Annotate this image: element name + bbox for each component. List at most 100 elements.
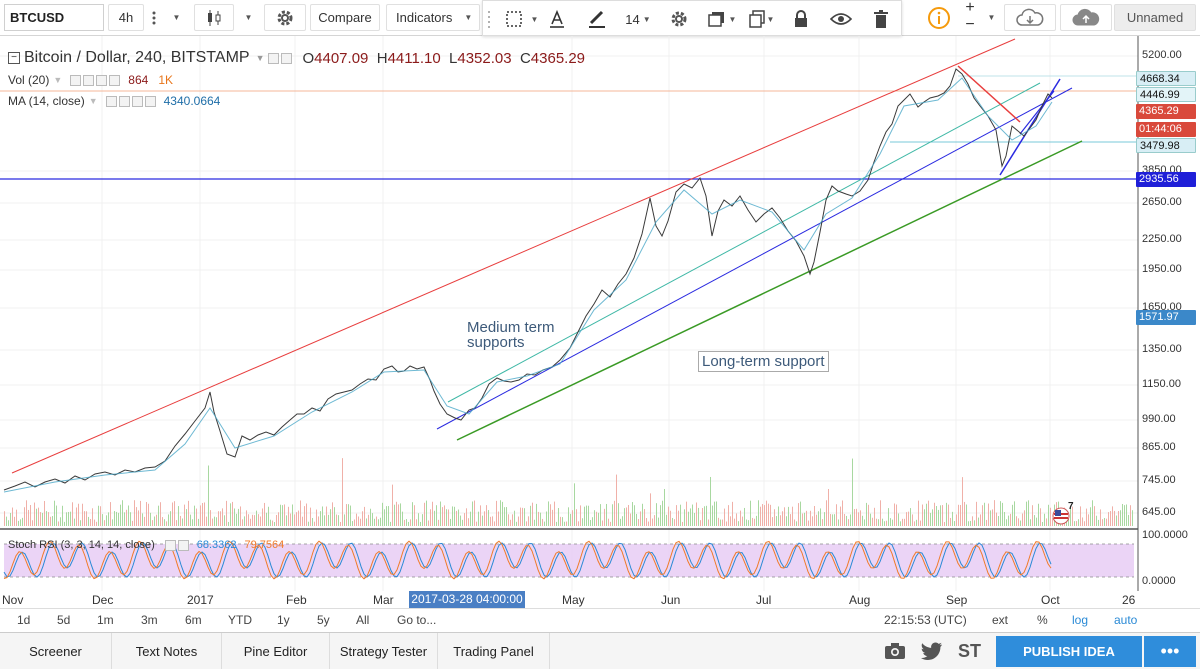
goto-date-button[interactable]: Go to... <box>397 613 437 627</box>
publish-idea-button[interactable]: PUBLISH IDEA <box>996 636 1142 667</box>
symbol-title-dropdown-icon[interactable]: ▼ <box>255 53 265 63</box>
volume-bar <box>72 502 73 526</box>
volume-bar <box>938 509 939 526</box>
volume-bar <box>1132 510 1133 526</box>
volume-bar <box>784 507 785 526</box>
tab-screener[interactable]: Screener <box>0 633 112 669</box>
range-1d[interactable]: 1d <box>17 613 31 627</box>
volume-bar <box>564 521 565 526</box>
volume-bar <box>1016 516 1017 526</box>
ma-settings-icon[interactable] <box>105 95 117 107</box>
settings-button[interactable] <box>264 4 306 31</box>
volume-bar <box>580 505 581 526</box>
font-size-selector[interactable]: 14 ▼ <box>625 11 651 27</box>
volume-bar <box>832 514 833 526</box>
log-scale-toggle[interactable]: log <box>1072 613 1089 627</box>
auto-scale-toggle[interactable]: auto <box>1114 613 1138 627</box>
zoom-dropdown-icon[interactable]: ▼ <box>982 4 998 31</box>
ma-format-icon[interactable] <box>118 95 130 107</box>
tab-pine-editor[interactable]: Pine Editor <box>222 633 330 669</box>
vol-dropdown-icon[interactable]: ▼ <box>53 75 63 85</box>
events-badge[interactable]: 7 <box>1050 501 1080 525</box>
cursor-select-icon[interactable] <box>499 6 531 32</box>
layout-name-button[interactable]: Unnamed <box>1114 4 1196 31</box>
clone-icon[interactable] <box>741 6 773 32</box>
vol-settings-icon[interactable] <box>70 74 82 86</box>
interval-more-icon[interactable] <box>146 4 162 31</box>
range-1m[interactable]: 1m <box>97 613 114 627</box>
clone-dropdown-icon[interactable]: ▼ <box>766 14 775 24</box>
range-ytd[interactable]: YTD <box>228 613 252 627</box>
volume-bar <box>486 505 487 526</box>
volume-bar <box>384 509 385 526</box>
percent-scale-toggle[interactable]: % <box>1037 613 1048 627</box>
twitter-icon[interactable] <box>921 642 943 665</box>
chart-area[interactable]: − Bitcoin / Dollar, 240, BITSTAMP ▼ O440… <box>0 36 1200 608</box>
tab-strategy-tester[interactable]: Strategy Tester <box>330 633 438 669</box>
range-5d[interactable]: 5d <box>57 613 71 627</box>
cursor-dropdown-icon[interactable]: ▼ <box>530 14 539 24</box>
range-all[interactable]: All <box>356 613 370 627</box>
legend-hide-icon[interactable] <box>281 52 293 64</box>
load-layout-button[interactable] <box>1004 4 1056 31</box>
legend-settings-icon[interactable] <box>268 52 280 64</box>
stocktwits-icon[interactable]: ST <box>958 641 982 661</box>
template-icon[interactable] <box>701 6 733 32</box>
visibility-eye-icon[interactable] <box>825 6 857 32</box>
chart-style-button[interactable] <box>194 4 234 31</box>
collapse-legend-icon[interactable]: − <box>8 52 20 64</box>
volume-bar <box>164 519 165 526</box>
volume-bar <box>882 518 883 526</box>
volume-bar <box>184 504 185 526</box>
zoom-in-icon[interactable]: + <box>960 0 980 16</box>
compare-button[interactable]: Compare <box>310 4 380 31</box>
brush-tool-icon[interactable] <box>581 6 613 32</box>
rsi-settings-icon[interactable] <box>164 539 176 551</box>
range-6m[interactable]: 6m <box>185 613 202 627</box>
text-tool-icon[interactable] <box>541 6 573 32</box>
volume-bar <box>826 500 827 526</box>
range-3m[interactable]: 3m <box>141 613 158 627</box>
interval-dropdown-icon[interactable]: ▼ <box>164 4 186 31</box>
drag-handle-icon[interactable] <box>483 6 495 32</box>
range-5y[interactable]: 5y <box>317 613 330 627</box>
save-layout-button[interactable] <box>1060 4 1112 31</box>
ma-remove-icon[interactable] <box>144 95 156 107</box>
interval-selector[interactable]: 4h <box>108 4 144 31</box>
drawing-settings-icon[interactable] <box>663 6 695 32</box>
lock-icon[interactable] <box>785 6 817 32</box>
trash-icon[interactable] <box>865 6 897 32</box>
volume-bar <box>208 465 209 526</box>
template-dropdown-icon[interactable]: ▼ <box>728 14 737 24</box>
ma-add-icon[interactable] <box>131 95 143 107</box>
volume-bar <box>706 505 707 526</box>
volume-bar <box>970 520 971 526</box>
symbol-search-input[interactable] <box>4 4 104 31</box>
more-options-button[interactable]: ••• <box>1144 636 1196 667</box>
vol-add-icon[interactable] <box>96 74 108 86</box>
info-alert-icon[interactable] <box>922 4 956 31</box>
medium-term-annotation[interactable]: Medium term supports <box>467 319 555 351</box>
volume-bar <box>916 519 917 526</box>
chart-style-dropdown-icon[interactable]: ▼ <box>236 4 258 31</box>
ma-dropdown-icon[interactable]: ▼ <box>88 96 98 106</box>
volume-bar <box>844 513 845 526</box>
indicators-button[interactable]: Indicators ▼ <box>386 4 480 31</box>
volume-bar <box>362 511 363 526</box>
utc-clock[interactable]: 22:15:53 (UTC) <box>884 613 967 627</box>
camera-icon[interactable] <box>884 642 906 665</box>
volume-bar <box>532 502 533 526</box>
vol-format-icon[interactable] <box>83 74 95 86</box>
indicators-dropdown-icon: ▼ <box>464 13 473 22</box>
extended-hours-toggle[interactable]: ext <box>992 613 1009 627</box>
rsi-remove-icon[interactable] <box>177 539 189 551</box>
volume-bar <box>852 458 853 526</box>
tab-text-notes[interactable]: Text Notes <box>112 633 222 669</box>
zoom-out-icon[interactable]: − <box>960 16 980 33</box>
volume-bar <box>82 503 83 526</box>
range-1y[interactable]: 1y <box>277 613 290 627</box>
vol-remove-icon[interactable] <box>109 74 121 86</box>
volume-bar <box>1124 505 1125 526</box>
tab-trading-panel[interactable]: Trading Panel <box>438 633 550 669</box>
long-term-annotation[interactable]: Long-term support <box>698 351 829 372</box>
